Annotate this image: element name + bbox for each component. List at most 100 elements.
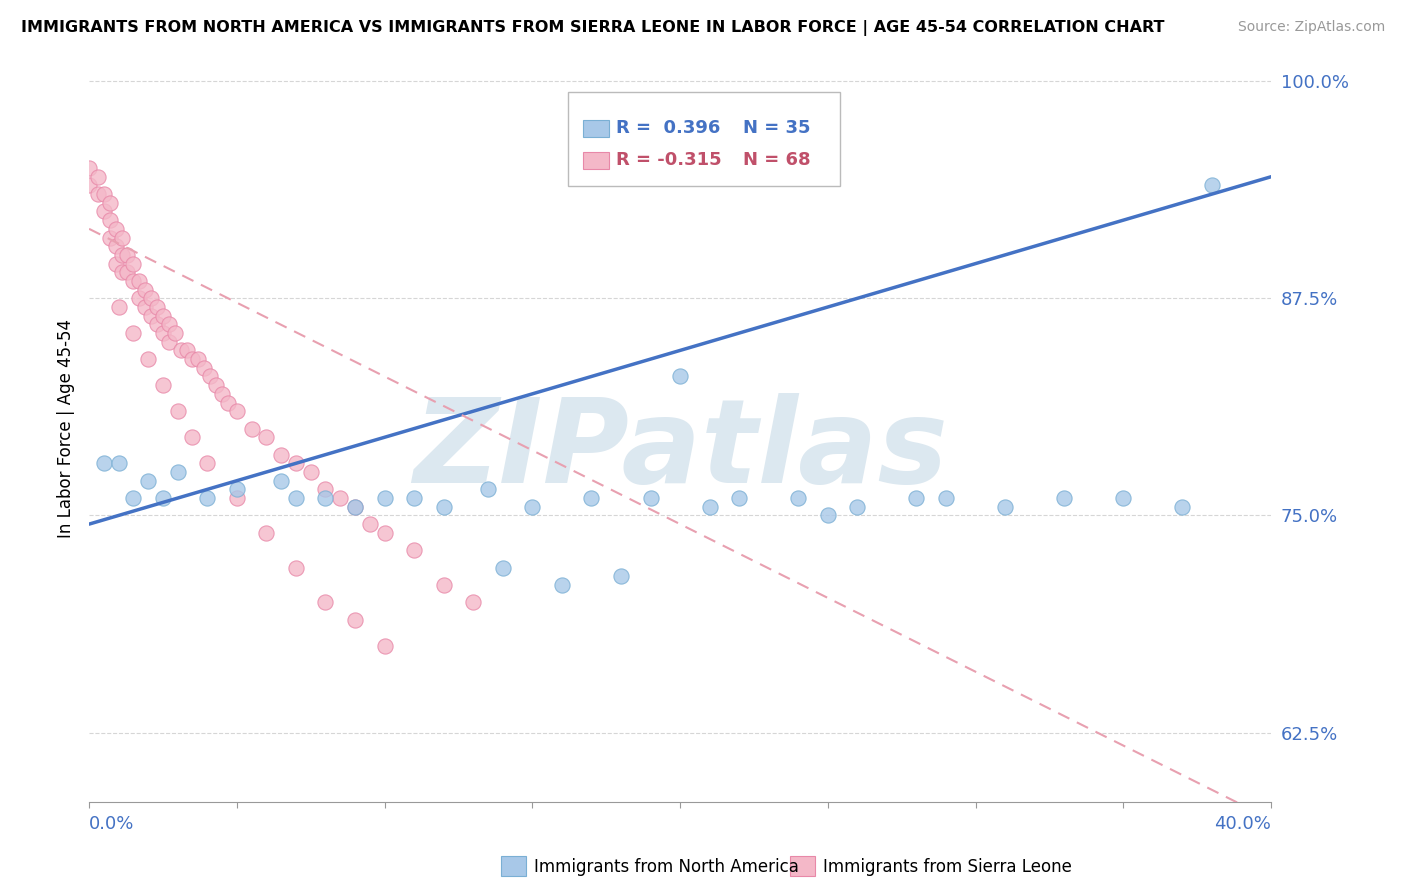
Point: [98, 230, 121, 244]
Point: [157, 318, 180, 332]
Point: [787, 491, 810, 505]
Point: [181, 352, 204, 367]
Point: [157, 334, 180, 349]
Point: [669, 369, 692, 384]
Point: [104, 222, 127, 236]
Point: [284, 560, 307, 574]
Point: [110, 265, 132, 279]
Point: [93, 187, 115, 202]
Point: [225, 404, 247, 418]
Point: [107, 300, 129, 314]
Point: [181, 430, 204, 444]
Point: [581, 491, 603, 505]
Point: [152, 491, 174, 505]
Point: [344, 613, 367, 627]
Point: [104, 256, 127, 270]
Point: [404, 543, 426, 558]
Point: [163, 326, 186, 340]
Point: [1112, 491, 1135, 505]
Point: [110, 230, 132, 244]
Point: [225, 491, 247, 505]
Point: [551, 578, 574, 592]
Point: [104, 239, 127, 253]
Point: [211, 387, 233, 401]
Point: [344, 500, 367, 514]
Point: [128, 274, 150, 288]
Point: [433, 500, 456, 514]
Point: [122, 274, 145, 288]
Point: [1171, 500, 1194, 514]
Point: [329, 491, 352, 505]
Point: [284, 456, 307, 470]
FancyBboxPatch shape: [568, 93, 839, 186]
Point: [374, 491, 396, 505]
Point: [200, 369, 222, 384]
Y-axis label: In Labor Force | Age 45-54: In Labor Force | Age 45-54: [58, 319, 75, 538]
Point: [205, 378, 228, 392]
Point: [846, 500, 869, 514]
Point: [817, 508, 839, 523]
Point: [87, 187, 110, 202]
Point: [93, 204, 115, 219]
Text: 0.0%: 0.0%: [89, 815, 135, 833]
Text: N = 35: N = 35: [742, 120, 810, 137]
Point: [134, 283, 156, 297]
Point: [93, 456, 115, 470]
Text: IMMIGRANTS FROM NORTH AMERICA VS IMMIGRANTS FROM SIERRA LEONE IN LABOR FORCE | A: IMMIGRANTS FROM NORTH AMERICA VS IMMIGRA…: [21, 20, 1164, 36]
Point: [87, 169, 110, 184]
Point: [225, 483, 247, 497]
Bar: [583, 153, 609, 169]
Point: [187, 352, 209, 367]
Point: [117, 265, 139, 279]
Point: [98, 195, 121, 210]
Point: [254, 525, 277, 540]
Point: [359, 517, 381, 532]
Point: [136, 352, 159, 367]
Point: [152, 326, 174, 340]
Point: [314, 595, 336, 609]
Point: [176, 343, 198, 358]
Point: [284, 491, 307, 505]
Point: [195, 456, 218, 470]
Point: [344, 500, 367, 514]
Point: [152, 309, 174, 323]
Point: [640, 491, 662, 505]
Point: [122, 491, 145, 505]
Point: [905, 491, 928, 505]
Point: [240, 421, 263, 435]
Point: [699, 500, 721, 514]
Point: [166, 465, 188, 479]
Point: [522, 500, 544, 514]
Point: [463, 595, 485, 609]
Point: [270, 448, 292, 462]
Point: [128, 291, 150, 305]
Point: [254, 430, 277, 444]
Point: [107, 456, 129, 470]
Text: ZIPatlas: ZIPatlas: [412, 393, 948, 508]
Point: [134, 300, 156, 314]
Point: [728, 491, 751, 505]
Point: [404, 491, 426, 505]
Point: [1053, 491, 1076, 505]
Point: [77, 161, 100, 175]
Bar: [583, 120, 609, 136]
Text: Immigrants from North America: Immigrants from North America: [534, 858, 799, 876]
Text: Immigrants from Sierra Leone: Immigrants from Sierra Leone: [823, 858, 1071, 876]
Point: [122, 256, 145, 270]
Point: [77, 178, 100, 193]
Text: 40.0%: 40.0%: [1215, 815, 1271, 833]
Point: [433, 578, 456, 592]
Point: [122, 326, 145, 340]
Point: [117, 248, 139, 262]
Point: [314, 483, 336, 497]
Point: [610, 569, 633, 583]
Point: [217, 395, 239, 409]
Point: [994, 500, 1017, 514]
Point: [146, 318, 169, 332]
Point: [374, 639, 396, 653]
Point: [110, 248, 132, 262]
Point: [139, 309, 162, 323]
Point: [492, 560, 515, 574]
Point: [98, 213, 121, 227]
Text: R =  0.396: R = 0.396: [616, 120, 721, 137]
